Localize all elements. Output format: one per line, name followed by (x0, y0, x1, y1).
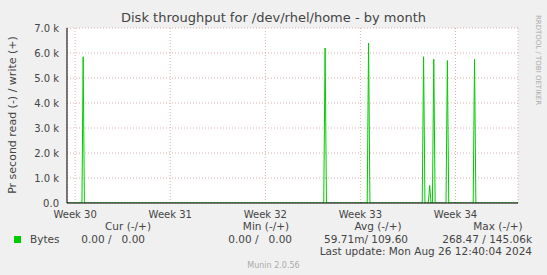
svg-text:Week 32: Week 32 (244, 209, 287, 220)
html-text:Max (-/+): Max (-/+) (473, 220, 523, 232)
svg-text:3.0 k: 3.0 k (34, 123, 59, 134)
html-text:59.71m/ 109.60: 59.71m/ 109.60 (324, 233, 408, 245)
html-text:0.00 / 0.00: 0.00 / 0.00 (228, 233, 292, 245)
svg-text:Week 34: Week 34 (434, 209, 477, 220)
svg-text:2.0 k: 2.0 k (34, 148, 59, 159)
html-text:Bytes: Bytes (30, 233, 60, 245)
svg-text:5.0 k: 5.0 k (34, 73, 59, 84)
svg-text:Week 33: Week 33 (339, 209, 382, 220)
svg-text:4.0 k: 4.0 k (34, 98, 59, 109)
html-text:0.00 / 0.00: 0.00 / 0.00 (81, 233, 145, 245)
html-text:Last update: Mon Aug 26 12:40:: Last update: Mon Aug 26 12:40:04 2024 (319, 245, 532, 257)
html-text:RRDTOOL / TOBI OETIKER: RRDTOOL / TOBI OETIKER (534, 14, 542, 106)
svg-text:1.0 k: 1.0 k (34, 173, 59, 184)
svg-text:0.0: 0.0 (43, 198, 59, 209)
svg-text:7.0 k: 7.0 k (34, 23, 59, 34)
html-text:Cur (-/+): Cur (-/+) (105, 220, 151, 232)
svg-text:Week 30: Week 30 (53, 209, 96, 220)
html-text:Disk throughput for /dev/rhel/: Disk throughput for /dev/rhel/home - by … (121, 10, 426, 25)
html-text:Pr second read (-) / write (+): Pr second read (-) / write (+) (6, 36, 19, 194)
svg-text:6.0 k: 6.0 k (34, 48, 59, 59)
svg-text:Week 31: Week 31 (149, 209, 192, 220)
html-text:Avg (-/+): Avg (-/+) (354, 220, 402, 232)
html-text:Min (-/+): Min (-/+) (242, 220, 290, 232)
html-text:Munin 2.0.56: Munin 2.0.56 (247, 261, 300, 270)
html-text:268.47 / 145.06k: 268.47 / 145.06k (442, 233, 532, 245)
